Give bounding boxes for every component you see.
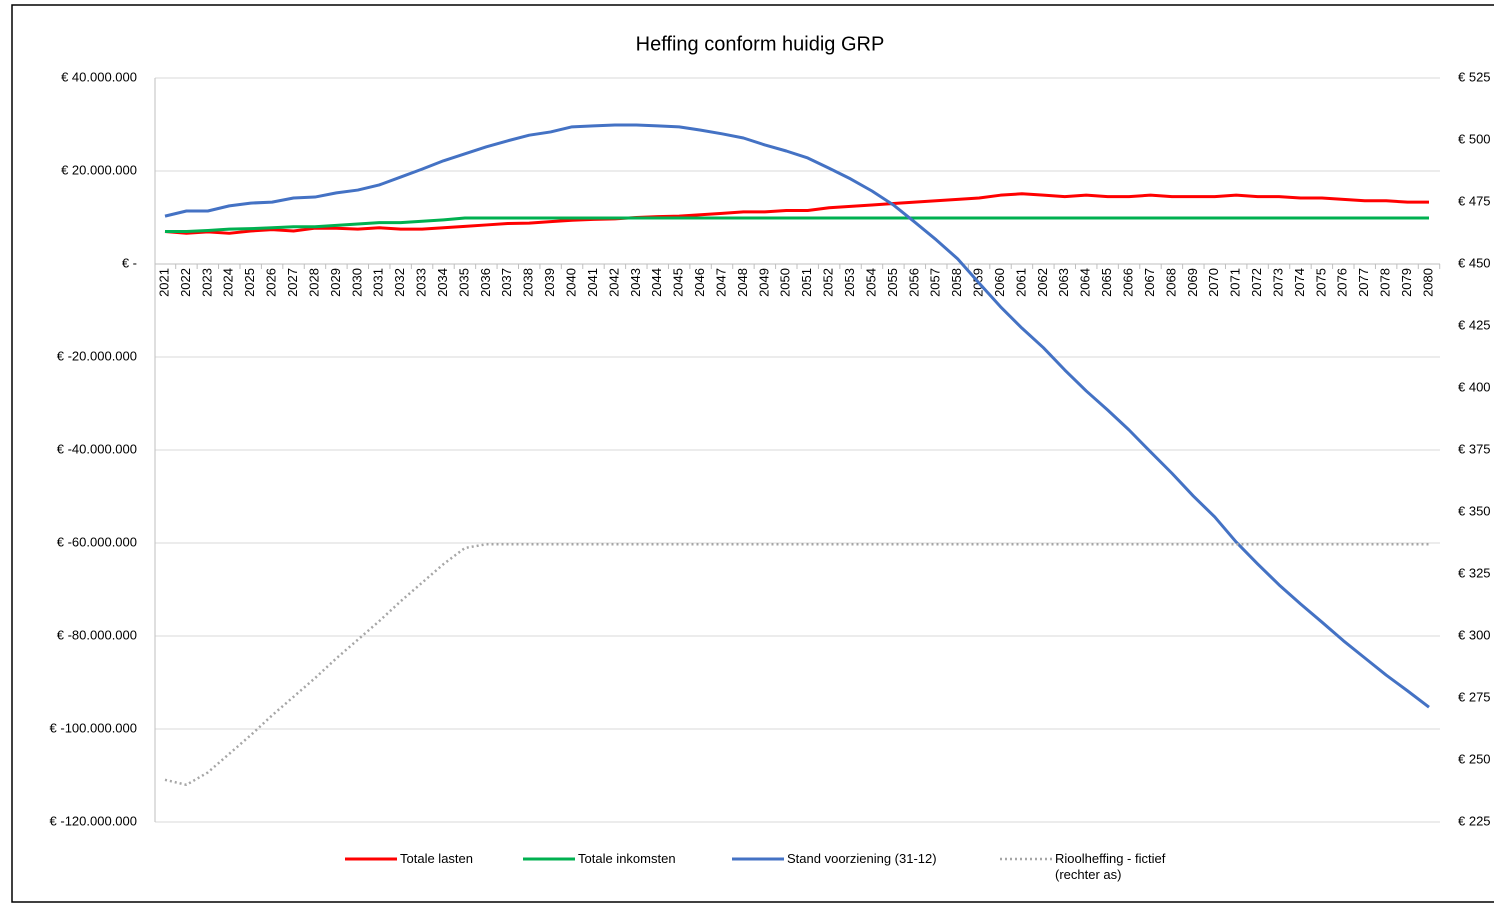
x-tick-label: 2060 — [992, 268, 1007, 297]
legend-label: Totale inkomsten — [578, 851, 676, 866]
legend-label: Stand voorziening (31-12) — [787, 851, 937, 866]
chart-title: Heffing conform huidig GRP — [636, 33, 885, 55]
x-tick-label: 2029 — [328, 268, 343, 297]
x-tick-label: 2054 — [863, 268, 878, 297]
x-tick-label: 2058 — [949, 268, 964, 297]
x-tick-label: 2064 — [1078, 268, 1093, 297]
x-tick-label: 2063 — [1056, 268, 1071, 297]
x-tick-label: 2056 — [906, 268, 921, 297]
y2-tick-label: € 475 — [1458, 193, 1491, 208]
x-tick-label: 2023 — [199, 268, 214, 297]
y2-tick-label: € 250 — [1458, 751, 1491, 766]
y-tick-label: € 20.000.000 — [61, 162, 137, 177]
x-tick-label: 2053 — [842, 268, 857, 297]
y2-tick-label: € 500 — [1458, 131, 1491, 146]
x-tick-label: 2025 — [242, 268, 257, 297]
x-tick-label: 2055 — [885, 268, 900, 297]
x-tick-label: 2070 — [1206, 268, 1221, 297]
x-tick-label: 2039 — [542, 268, 557, 297]
y-tick-label: € -120.000.000 — [50, 813, 137, 828]
legend-label: Totale lasten — [400, 851, 473, 866]
x-tick-label: 2069 — [1185, 268, 1200, 297]
x-tick-label: 2077 — [1356, 268, 1371, 297]
x-tick-label: 2030 — [349, 268, 364, 297]
x-tick-label: 2066 — [1121, 268, 1136, 297]
x-tick-label: 2044 — [649, 268, 664, 297]
legend-label: Rioolheffing - fictief (rechter as) — [1055, 851, 1166, 882]
x-tick-label: 2041 — [585, 268, 600, 297]
x-tick-label: 2065 — [1099, 268, 1114, 297]
x-tick-label: 2035 — [456, 268, 471, 297]
series-line — [165, 216, 1429, 233]
y-tick-label: € -60.000.000 — [57, 534, 137, 549]
y2-tick-label: € 325 — [1458, 565, 1491, 580]
x-tick-label: 2073 — [1270, 268, 1285, 297]
x-tick-label: 2078 — [1378, 268, 1393, 297]
x-tick-label: 2043 — [628, 268, 643, 297]
x-tick-label: 2050 — [778, 268, 793, 297]
y2-tick-label: € 425 — [1458, 317, 1491, 332]
series-line — [164, 542, 1429, 787]
x-tick-label: 2080 — [1420, 268, 1435, 297]
x-tick-label: 2072 — [1249, 268, 1264, 297]
y2-tick-label: € 450 — [1458, 255, 1491, 270]
y2-tick-label: € 300 — [1458, 627, 1491, 642]
x-tick-label: 2048 — [735, 268, 750, 297]
y2-tick-label: € 375 — [1458, 441, 1491, 456]
x-tick-label: 2024 — [221, 268, 236, 297]
x-tick-label: 2026 — [264, 268, 279, 297]
x-tick-label: 2033 — [414, 268, 429, 297]
chart-frame — [11, 4, 1494, 903]
x-tick-label: 2049 — [756, 268, 771, 297]
x-tick-label: 2038 — [521, 268, 536, 297]
x-tick-label: 2074 — [1292, 268, 1307, 297]
x-tick-label: 2075 — [1313, 268, 1328, 297]
x-tick-label: 2076 — [1335, 268, 1350, 297]
x-tick-label: 2027 — [285, 268, 300, 297]
x-tick-label: 2051 — [799, 268, 814, 297]
y-tick-label: € -100.000.000 — [50, 720, 137, 735]
x-tick-label: 2061 — [1013, 268, 1028, 297]
y-tick-label: € -80.000.000 — [57, 627, 137, 642]
y2-tick-label: € 350 — [1458, 503, 1491, 518]
x-tick-label: 2042 — [606, 268, 621, 297]
y2-tick-label: € 275 — [1458, 689, 1491, 704]
x-tick-label: 2071 — [1228, 268, 1243, 297]
x-tick-label: 2040 — [563, 268, 578, 297]
y-tick-label: € - — [122, 255, 137, 270]
x-tick-label: 2022 — [178, 268, 193, 297]
x-tick-label: 2068 — [1163, 268, 1178, 297]
x-tick-label: 2057 — [928, 268, 943, 297]
x-tick-label: 2067 — [1142, 268, 1157, 297]
y2-tick-label: € 525 — [1458, 69, 1491, 84]
x-tick-label: 2032 — [392, 268, 407, 297]
y-tick-label: € 40.000.000 — [61, 69, 137, 84]
x-tick-label: 2021 — [156, 268, 171, 297]
x-tick-label: 2052 — [821, 268, 836, 297]
y-tick-label: € -40.000.000 — [57, 441, 137, 456]
x-tick-label: 2047 — [713, 268, 728, 297]
x-tick-label: 2031 — [371, 268, 386, 297]
x-tick-label: 2046 — [692, 268, 707, 297]
x-tick-label: 2036 — [478, 268, 493, 297]
series-line — [164, 123, 1430, 709]
x-tick-label: 2045 — [671, 268, 686, 297]
x-tick-label: 2062 — [1035, 268, 1050, 297]
y2-tick-label: € 225 — [1458, 813, 1491, 828]
x-tick-label: 2079 — [1399, 268, 1414, 297]
y-tick-label: € -20.000.000 — [57, 348, 137, 363]
series-line — [164, 192, 1429, 235]
x-tick-label: 2028 — [306, 268, 321, 297]
y2-tick-label: € 400 — [1458, 379, 1491, 394]
x-tick-label: 2034 — [435, 268, 450, 297]
x-tick-label: 2037 — [499, 268, 514, 297]
